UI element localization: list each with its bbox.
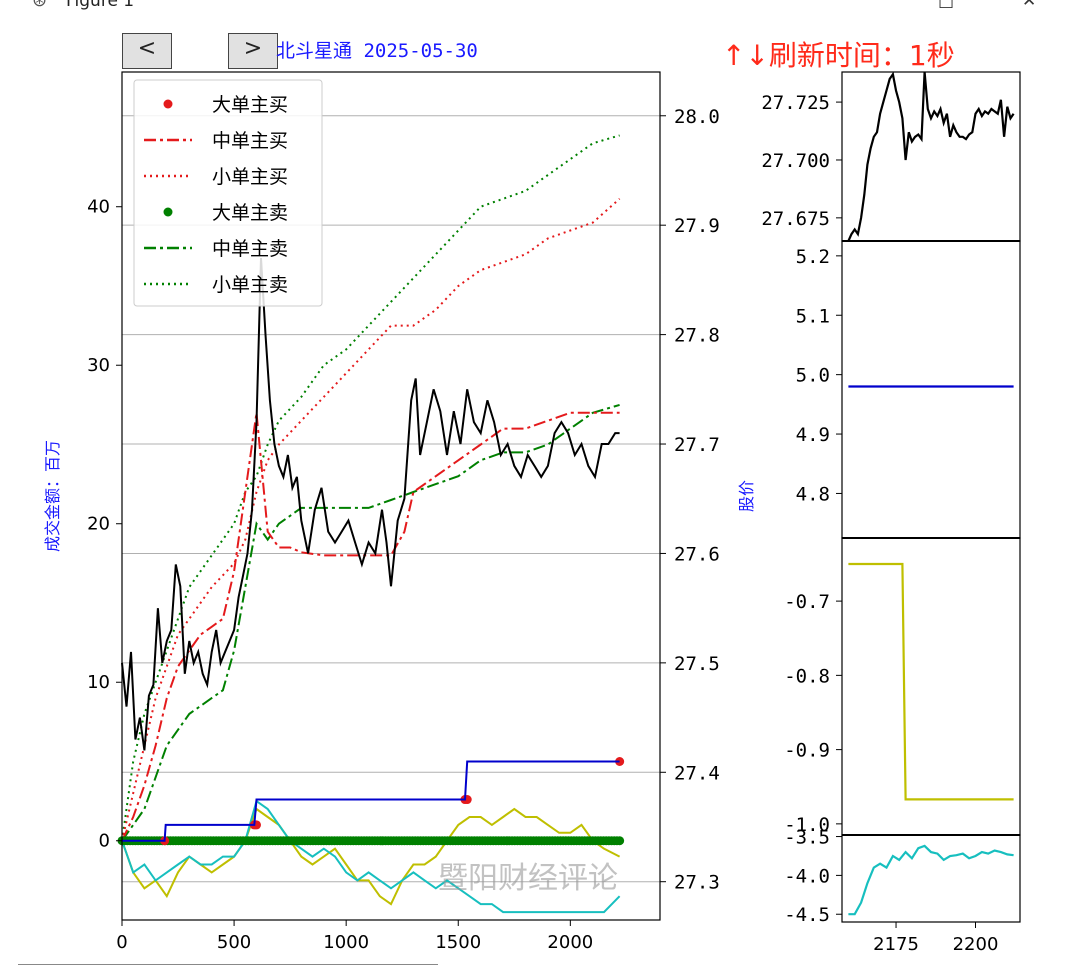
- legend-label: 大单主卖: [212, 202, 288, 224]
- y2-tick-label: 27.4: [674, 762, 720, 784]
- y-tick-label: 10: [87, 672, 110, 693]
- series-blue-line: [122, 760, 620, 842]
- mini-y-tick-label: -3.5: [784, 827, 830, 849]
- cyan-mini-panel-line: [848, 844, 1014, 916]
- mini-y-tick-label: -4.5: [784, 904, 830, 926]
- legend-label: 中单主买: [212, 130, 288, 152]
- blue-mini-panel-frame: [841, 240, 1021, 539]
- mini-x-tick-label: 2175: [873, 934, 919, 955]
- mini-y-tick-label: 27.725: [761, 92, 830, 114]
- watermark: 暨阳财经评论: [438, 861, 618, 896]
- mini-y-tick-label: 27.675: [761, 208, 830, 230]
- legend-box: [133, 79, 323, 307]
- y2-tick-label: 27.6: [674, 543, 720, 565]
- maximize-icon[interactable]: □: [938, 0, 955, 11]
- legend-label: 大单主买: [212, 94, 288, 116]
- mini-y-tick-label: 4.8: [796, 483, 830, 505]
- series-mid-buy-line: [121, 411, 620, 842]
- series-small-buy-line: [121, 198, 621, 841]
- mini-x-tick-label: 2200: [953, 934, 999, 955]
- legend-label: 中单主卖: [212, 238, 288, 260]
- price-mini-panel-line: [847, 71, 1015, 242]
- mini-y-tick-label: 5.1: [796, 305, 830, 327]
- y2-tick-label: 27.5: [674, 653, 720, 675]
- y-axis-label: 成交金额：百万: [43, 440, 62, 552]
- close-icon[interactable]: ✕: [1022, 0, 1037, 11]
- y-tick-label: 20: [87, 514, 110, 535]
- mini-y-tick-label: -0.9: [784, 740, 830, 762]
- prev-button[interactable]: <: [122, 33, 172, 69]
- y2-tick-label: 27.9: [674, 215, 720, 237]
- olive-mini-panel-line: [848, 562, 1014, 801]
- legend-marker: [163, 207, 173, 217]
- x-tick-label: 1000: [323, 932, 369, 953]
- bottom-tab-strip: [18, 964, 438, 975]
- big-sell-dot: [615, 836, 625, 846]
- y2-axis-label: 股价: [737, 480, 756, 512]
- legend-marker: [163, 99, 173, 109]
- series-price-line: [121, 257, 620, 751]
- mini-y-tick-label: 5.2: [796, 246, 830, 268]
- big-buy-dot: [615, 756, 625, 766]
- series-mid-sell-line: [121, 403, 620, 842]
- mini-y-tick-label: -4.0: [784, 865, 830, 887]
- series-cyan-line: [121, 799, 621, 914]
- next-button[interactable]: >: [228, 33, 278, 69]
- mini-y-tick-label: 27.700: [761, 150, 830, 172]
- y2-tick-label: 27.3: [674, 872, 720, 894]
- mini-y-tick-label: 4.9: [796, 424, 830, 446]
- window-title: Figure 1: [66, 0, 135, 11]
- y2-tick-label: 28.0: [674, 106, 720, 128]
- mini-y-tick-label: -1.0: [784, 814, 830, 836]
- x-tick-label: 500: [217, 932, 251, 953]
- legend-label: 小单主买: [212, 166, 288, 188]
- main-axes-frame: [121, 71, 661, 921]
- olive-mini-panel-frame: [841, 537, 1021, 836]
- mini-y-tick-label: 5.0: [796, 365, 830, 387]
- series-olive-line: [121, 807, 621, 906]
- chart-subtitle: 北斗星通 2025-05-30: [276, 40, 478, 62]
- y-tick-label: 40: [87, 197, 110, 218]
- mini-y-tick-label: -0.8: [784, 665, 830, 687]
- window-titlebar: ⊛ Figure 1 □ ✕: [0, 0, 1080, 16]
- legend-label: 小单主卖: [212, 274, 288, 296]
- x-tick-label: 2000: [547, 932, 593, 953]
- matplotlib-logo-icon: ⊛: [32, 0, 48, 11]
- mini-y-tick-label: -0.7: [784, 591, 830, 613]
- y2-tick-label: 27.8: [674, 325, 720, 347]
- y2-tick-label: 27.7: [674, 434, 720, 456]
- y-tick-label: 0: [99, 831, 110, 852]
- refresh-time-label: ↑↓刷新时间：1秒: [722, 39, 955, 72]
- x-tick-label: 0: [116, 932, 127, 953]
- x-tick-label: 1500: [435, 932, 481, 953]
- y-tick-label: 30: [87, 355, 110, 376]
